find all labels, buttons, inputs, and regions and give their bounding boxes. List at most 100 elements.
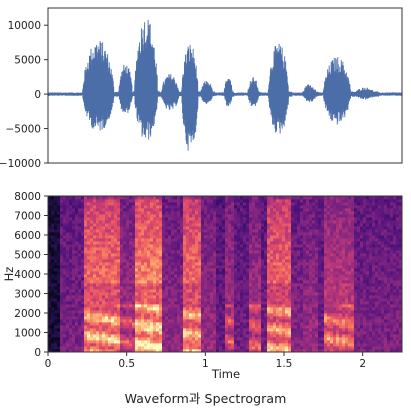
spectrogram-cell xyxy=(147,253,151,257)
spectrogram-cell xyxy=(129,214,133,218)
spectrogram-cell xyxy=(123,319,127,323)
spectrogram-cell xyxy=(78,247,82,251)
spectrogram-cell xyxy=(321,247,325,251)
spectrogram-cell xyxy=(327,319,331,323)
spectrogram-cell xyxy=(186,238,190,242)
spectrogram-cell xyxy=(177,289,181,293)
spectrogram-cell xyxy=(177,229,181,233)
spectrogram-cell xyxy=(249,316,253,320)
spectrogram-cell xyxy=(75,217,79,221)
spectrogram-cell xyxy=(189,217,193,221)
spectrogram-cell xyxy=(246,229,250,233)
spectrogram-cell xyxy=(141,349,145,353)
spectrogram-cell xyxy=(90,340,94,344)
spectrogram-cell xyxy=(297,292,301,296)
spectrogram-cell xyxy=(174,268,178,272)
spectrogram-cell xyxy=(264,220,268,224)
spectrogram-cell xyxy=(303,337,307,341)
spectrogram-cell xyxy=(114,244,118,248)
spectrogram-cell xyxy=(306,256,310,260)
spectrogram-cell xyxy=(300,250,304,254)
spectrogram-cell xyxy=(306,343,310,347)
spectrogram-cell xyxy=(114,289,118,293)
spectrogram-cell xyxy=(126,223,130,227)
spectrogram-cell xyxy=(210,235,214,239)
spectrogram-cell xyxy=(126,241,130,245)
spectrogram-cell xyxy=(189,280,193,284)
spectrogram-cell xyxy=(180,247,184,251)
spectrogram-cell xyxy=(111,208,115,212)
spectrogram-cell xyxy=(306,289,310,293)
spectrogram-cell xyxy=(255,259,259,263)
spectrogram-cell xyxy=(294,256,298,260)
spectrogram-cell xyxy=(291,211,295,215)
spectrogram-cell xyxy=(153,283,157,287)
spectrogram-cell xyxy=(237,298,241,302)
spectrogram-cell xyxy=(87,346,91,350)
spectrogram-cell xyxy=(153,310,157,314)
spectrogram-cell xyxy=(264,223,268,227)
spectrogram-cell xyxy=(66,199,70,203)
spectrogram-cell xyxy=(120,349,124,353)
spectrogram-cell xyxy=(114,259,118,263)
spectrogram-cell xyxy=(93,271,97,275)
spectrogram-cell xyxy=(108,283,112,287)
spectrogram-cell xyxy=(96,259,100,263)
spectrogram-cell xyxy=(180,295,184,299)
spectrogram-cell xyxy=(105,199,109,203)
spectrogram-cell xyxy=(195,331,199,335)
spectrogram-cell xyxy=(306,295,310,299)
spectrogram-cell xyxy=(60,262,64,266)
spectrogram-cell xyxy=(303,208,307,212)
spectrogram-cell xyxy=(114,235,118,239)
spectrogram-cell xyxy=(327,340,331,344)
spectrogram-cell xyxy=(237,214,241,218)
spectrogram-cell xyxy=(273,349,277,353)
spectrogram-cell xyxy=(312,211,316,215)
spectrogram-cell xyxy=(189,223,193,227)
spectrogram-cell xyxy=(261,223,265,227)
spectrogram-cell xyxy=(54,199,58,203)
spectrogram-cell xyxy=(174,223,178,227)
spectrogram-cell xyxy=(282,208,286,212)
spectrogram-cell xyxy=(279,292,283,296)
spectrogram-cell xyxy=(267,340,271,344)
spectrogram-cell xyxy=(144,298,148,302)
spectrogram-cell xyxy=(321,313,325,317)
spectrogram-cell xyxy=(222,256,226,260)
spectrogram-cell xyxy=(60,238,64,242)
spectrogram-cell xyxy=(318,295,322,299)
spectrogram-cell xyxy=(222,316,226,320)
spectrogram-cell xyxy=(90,220,94,224)
spectrogram-cell xyxy=(276,220,280,224)
spectrogram-cell xyxy=(300,214,304,218)
spectrogram-cell xyxy=(51,205,55,209)
spectrogram-cell xyxy=(297,334,301,338)
spectrogram-cell xyxy=(99,286,103,290)
spectrogram-cell xyxy=(198,301,202,305)
spectrogram-cell xyxy=(312,199,316,203)
spectrogram-cell xyxy=(114,277,118,281)
spectrogram-cell xyxy=(78,316,82,320)
spectrogram-cell xyxy=(69,295,73,299)
spectrogram-cell xyxy=(234,283,238,287)
spectrogram-cell xyxy=(216,217,220,221)
spectrogram-cell xyxy=(279,307,283,311)
spectrogram-cell xyxy=(225,349,229,353)
spectrogram-cell xyxy=(183,220,187,224)
spectrogram-cell xyxy=(225,313,229,317)
spectrogram-cell xyxy=(186,205,190,209)
spectrogram-cell xyxy=(198,277,202,281)
spectrogram-cell xyxy=(243,349,247,353)
spectrogram-cell xyxy=(276,289,280,293)
spectrogram-cell xyxy=(111,256,115,260)
spectrogram-cell xyxy=(117,289,121,293)
spectrogram-cell xyxy=(72,226,76,230)
spectrogram-cell xyxy=(252,310,256,314)
spectrogram-cell xyxy=(273,316,277,320)
spectrogram-cell xyxy=(213,307,217,311)
spectrogram-cell xyxy=(228,244,232,248)
spectrogram-cell xyxy=(279,346,283,350)
spectrogram-cell xyxy=(60,343,64,347)
spectrogram-cell xyxy=(57,298,61,302)
